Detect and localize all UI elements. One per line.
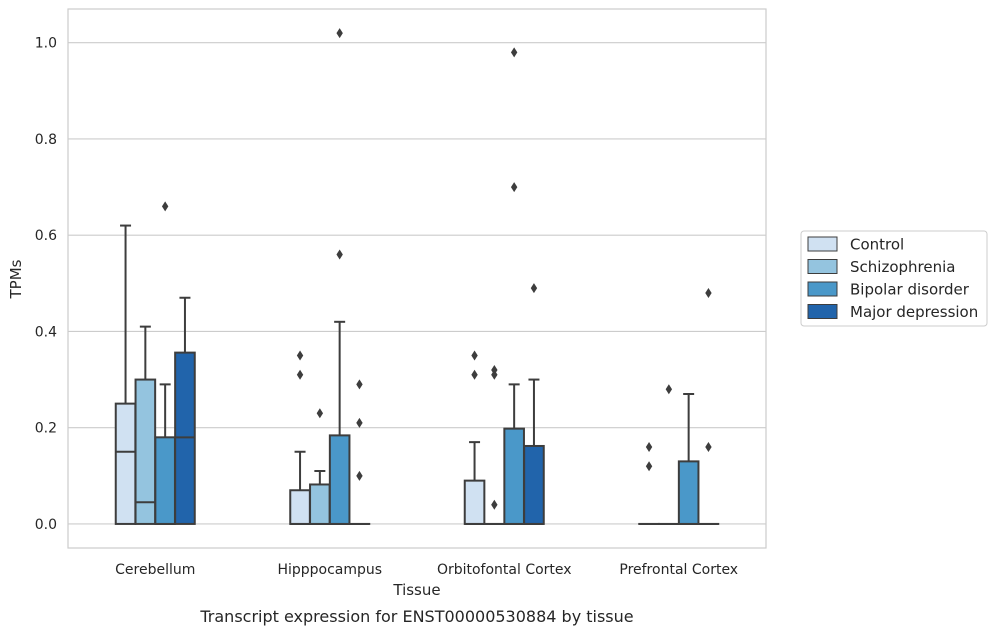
outlier-point bbox=[530, 283, 538, 294]
outlier-point bbox=[296, 350, 304, 361]
x-tick-labels: Cerebellum Hipppocampus Orbitofontal Corte… bbox=[115, 562, 738, 578]
box-3-1 bbox=[658, 384, 680, 525]
box-2-3 bbox=[523, 283, 545, 525]
outlier-point bbox=[471, 350, 478, 361]
legend-label: Major depression bbox=[850, 303, 978, 321]
legend-label: Schizophrenia bbox=[850, 258, 955, 276]
x-axis-label: Tissue bbox=[392, 581, 440, 599]
legend-label: Bipolar disorder bbox=[850, 281, 970, 299]
box-3-2 bbox=[677, 393, 700, 525]
outlier-point bbox=[705, 441, 712, 452]
outlier-point bbox=[510, 182, 518, 193]
box-3-3 bbox=[697, 287, 720, 525]
x-tick-label: Orbitofontal Cortex bbox=[437, 562, 572, 578]
outlier-point bbox=[296, 369, 304, 380]
box-1-2 bbox=[328, 28, 351, 525]
box-body bbox=[523, 444, 545, 525]
box-body bbox=[677, 460, 700, 525]
y-tick-label: 1.0 bbox=[35, 36, 57, 52]
outlier-point bbox=[705, 287, 712, 298]
legend-label: Control bbox=[850, 236, 904, 254]
box-body bbox=[503, 427, 525, 525]
y-tick-label: 0.0 bbox=[35, 517, 57, 533]
box-3-0 bbox=[638, 441, 660, 525]
x-tick-label: Hipppocampus bbox=[277, 562, 382, 578]
legend-swatch bbox=[807, 281, 838, 297]
box-body bbox=[154, 436, 176, 525]
outlier-point bbox=[356, 417, 363, 428]
plot-marks bbox=[114, 28, 720, 525]
chart-caption: Transcript expression for ENST0000053088… bbox=[199, 607, 633, 626]
outlier-point bbox=[645, 461, 653, 472]
legend: Control Schizophrenia Bipolar disorder Majo… bbox=[800, 230, 988, 327]
box-2-0 bbox=[463, 350, 486, 525]
outlier-point bbox=[645, 441, 653, 452]
plot-frame bbox=[67, 8, 767, 549]
y-tick-label: 0.8 bbox=[35, 132, 57, 148]
legend-swatch bbox=[807, 259, 838, 274]
x-tick-label: Cerebellum bbox=[115, 562, 195, 578]
box-body bbox=[463, 479, 486, 525]
y-axis-label: TPMs bbox=[7, 259, 25, 299]
outlier-point bbox=[471, 369, 478, 380]
box-2-2 bbox=[503, 47, 525, 525]
box-0-1 bbox=[134, 325, 157, 525]
box-2-1 bbox=[483, 364, 506, 525]
legend-frame bbox=[800, 230, 988, 327]
y-tick-label: 0.4 bbox=[35, 324, 57, 340]
box-body bbox=[114, 402, 137, 525]
box-0-2 bbox=[154, 201, 176, 525]
box-0-3 bbox=[174, 296, 196, 525]
outlier-point bbox=[356, 470, 363, 481]
box-0-0 bbox=[114, 224, 137, 525]
y-tick-labels: 0.0 0.2 0.4 0.6 0.8 1.0 bbox=[35, 36, 57, 533]
outlier-point bbox=[336, 249, 343, 260]
y-tick-label: 0.6 bbox=[35, 228, 57, 244]
y-tick-label: 0.2 bbox=[35, 421, 57, 437]
box-body bbox=[309, 483, 331, 525]
outlier-point bbox=[510, 47, 518, 58]
outlier-point bbox=[161, 201, 169, 212]
outlier-point bbox=[356, 379, 363, 390]
box-body bbox=[289, 489, 311, 525]
outlier-point bbox=[491, 364, 498, 375]
legend-swatch bbox=[807, 304, 838, 319]
box-1-3 bbox=[348, 379, 371, 525]
outlier-point bbox=[316, 408, 324, 419]
x-tick-label: Prefrontal Cortex bbox=[619, 562, 738, 578]
outlier-point bbox=[491, 499, 498, 510]
legend-swatch bbox=[807, 236, 838, 252]
outlier-point bbox=[665, 384, 673, 395]
box-body bbox=[328, 434, 351, 525]
box-1-0 bbox=[289, 350, 311, 525]
outlier-point bbox=[336, 28, 343, 39]
box-1-1 bbox=[309, 408, 331, 525]
